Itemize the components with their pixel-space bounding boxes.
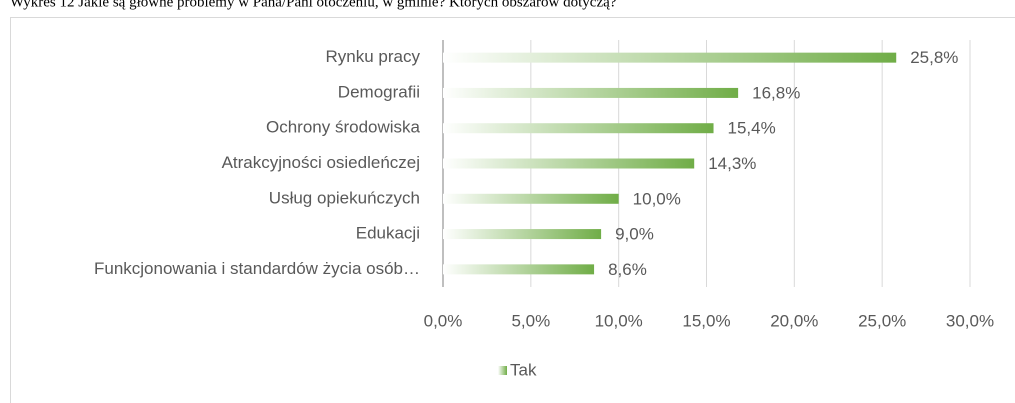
value-label: 10,0%: [633, 189, 681, 208]
bar: [443, 264, 595, 275]
category-label: Usług opiekuńczych: [269, 188, 420, 207]
bar: [443, 193, 619, 204]
value-label: 15,4%: [728, 119, 776, 138]
category-label: Demografii: [338, 82, 420, 101]
category-label: Funkcjonowania i standardów życia osób…: [94, 259, 420, 278]
legend-label: Tak: [510, 360, 537, 379]
value-label: 8,6%: [608, 260, 647, 279]
value-label: 9,0%: [615, 225, 654, 244]
value-label: 16,8%: [752, 83, 800, 102]
legend-swatch: [498, 366, 507, 375]
x-tick-label: 30,0%: [946, 311, 994, 330]
value-label: 25,8%: [910, 48, 958, 67]
x-tick-label: 20,0%: [770, 311, 818, 330]
x-tick-label: 5,0%: [511, 311, 550, 330]
value-label: 14,3%: [708, 154, 756, 173]
x-tick-label: 10,0%: [595, 311, 643, 330]
category-label: Atrakcyjności osiedleńczej: [222, 153, 420, 172]
category-label: Ochrony środowiska: [266, 118, 421, 137]
bar: [443, 158, 695, 169]
chart-title: Wykres 12 Jakie są główne problemy w Pan…: [10, 0, 617, 10]
x-tick-label: 25,0%: [858, 311, 906, 330]
x-tick-label: 15,0%: [682, 311, 730, 330]
category-label: Rynku pracy: [326, 47, 421, 66]
bar: [443, 229, 602, 240]
bar: [443, 52, 897, 63]
chart-border: [10, 17, 1015, 403]
bar: [443, 87, 739, 98]
x-tick-label: 0,0%: [424, 311, 463, 330]
category-label: Edukacji: [356, 224, 420, 243]
bar: [443, 123, 714, 134]
